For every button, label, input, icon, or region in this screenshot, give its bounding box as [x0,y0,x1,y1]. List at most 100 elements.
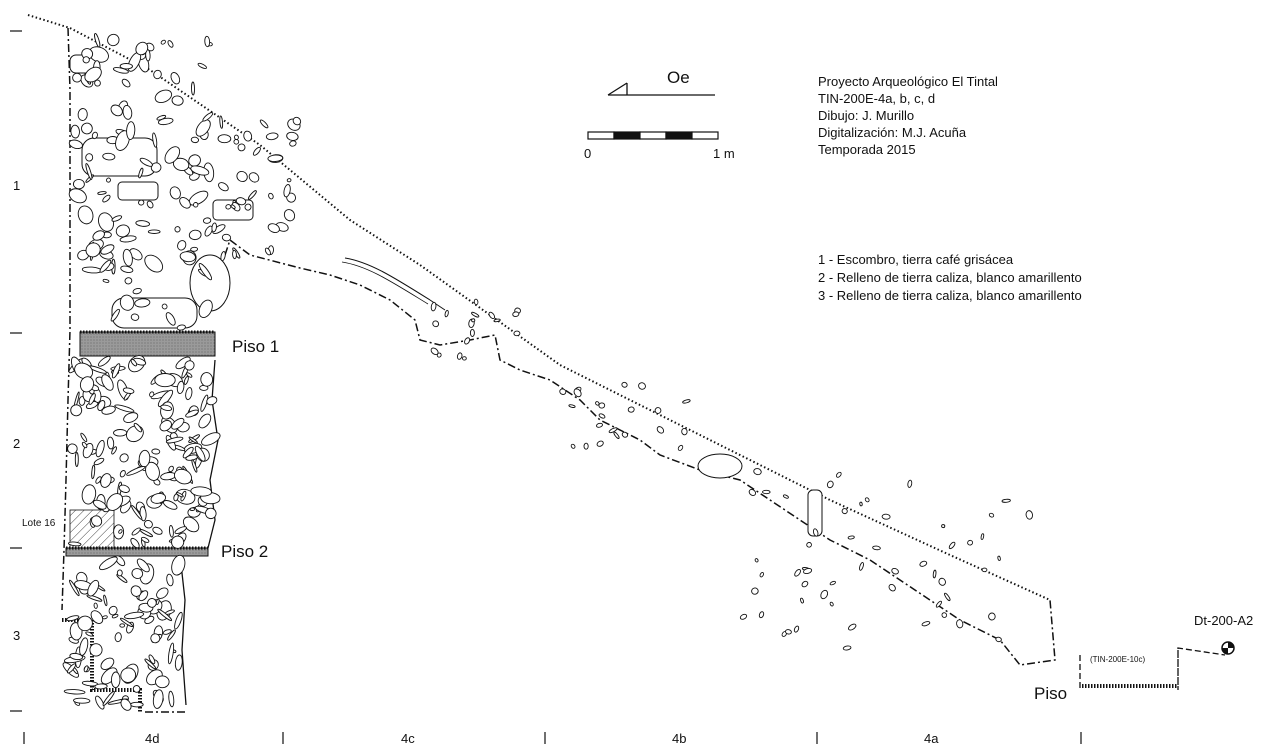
rubble-stone [63,689,86,695]
rubble-stone [152,689,164,709]
rubble-stone [141,536,150,543]
rubble-stone [188,436,198,444]
orientation-label: Oe [667,68,690,87]
rubble-stone [168,524,174,538]
unit-label-4d: 4d [145,731,160,746]
unit-label-4c: 4c [401,731,415,746]
rubble-stone [598,413,606,419]
datum-label: Dt-200-A2 [1194,613,1254,628]
rubble-stone [111,215,123,222]
rubble-stone [157,117,174,126]
rubble-stone [90,610,104,624]
rubble-stone [164,146,181,164]
rubble-stone [78,396,86,406]
layer1-column-outline [224,238,1056,666]
rubble-stone [891,567,899,575]
rubble-stone [155,675,170,689]
rubble-stone [149,391,155,398]
rubble-stone [432,320,440,328]
rubble-stone [130,585,142,597]
rubble-stone [289,140,297,147]
rubble-stone [167,642,175,665]
rubble-stone [559,388,567,395]
rubble-stone [101,405,116,415]
rubble-stone [938,577,946,586]
rubble-stone [176,380,185,394]
rubble-stone [157,608,173,622]
rubble-stone [595,401,600,406]
rubble-stone [119,470,126,478]
rubble-stone [85,631,94,637]
rubble-stone [205,507,217,520]
rubble-stone [264,247,271,256]
rubble-stone [175,492,184,498]
piso-right-outline [1079,647,1226,690]
rubble-stone [981,567,988,573]
rubble-stone [131,505,143,520]
rubble-stone [225,204,232,210]
ground-surface-line [27,14,1051,601]
rubble-stone [185,387,193,401]
rubble-stone [202,217,212,224]
rubble-stone [119,235,137,243]
rubble-stone [102,690,115,706]
rubble-stone [568,404,576,408]
rubble-stone [170,72,181,85]
rubble-stone [190,486,213,497]
stones-large [69,54,823,537]
rubble-stone [169,186,181,200]
rubble-stone [130,313,140,321]
rubble-stone [932,569,937,579]
rubble-stone [66,615,80,622]
rubble-stone [77,615,93,632]
rubble-stone [941,612,948,618]
rubble-stone [859,501,863,507]
rubble-stone [186,372,193,378]
rubble-stone [613,431,620,439]
rubble-stone [119,617,134,627]
rubble-stone [157,389,174,408]
rubble-stone [944,592,951,602]
rubble-stone [84,66,102,83]
rubble-stone [152,132,158,148]
rubble-stone [230,204,236,209]
rubble-stone [106,493,124,511]
rubble-stone [182,516,200,533]
rubble-stone [596,440,604,447]
rubble-stone [191,81,195,96]
project-drawing-credit: Dibujo: J. Murillo [818,108,915,123]
unit-label-4b: 4b [672,731,687,746]
rubble-stone [147,229,161,234]
rubble-stone [286,131,299,141]
rubble-stone [114,404,135,413]
root-fragment [344,257,446,311]
rubble-stone [167,629,176,641]
rubble-stone [110,308,120,322]
rubble-stone [147,598,157,608]
orientation-arrow-icon [607,82,715,96]
rubble-stone [132,287,142,295]
rubble-stone [753,468,762,476]
rubble-stone [176,324,186,331]
rubble-stone [85,163,93,180]
rubble-stone [471,311,480,318]
rubble-stone [967,539,974,546]
rubble-stone [131,568,144,579]
rubble-stone [139,529,153,538]
rubble-stone [243,130,253,142]
rubble-stone [283,209,296,222]
rubble-stone [782,494,789,499]
rubble-stone [89,643,103,657]
rubble-stone [121,78,131,88]
rubble-stone [803,567,813,575]
rubble-stone [988,512,995,518]
rubble-stone [114,632,122,643]
rubble-stone [174,654,183,671]
rubble-stone [100,657,115,670]
rubble-stone [139,157,153,167]
rubble-stone [681,427,688,436]
rubble-stone [132,685,141,693]
rubble-stone [131,527,141,536]
rubble-stone [219,115,224,129]
rubble-stone [493,318,501,323]
